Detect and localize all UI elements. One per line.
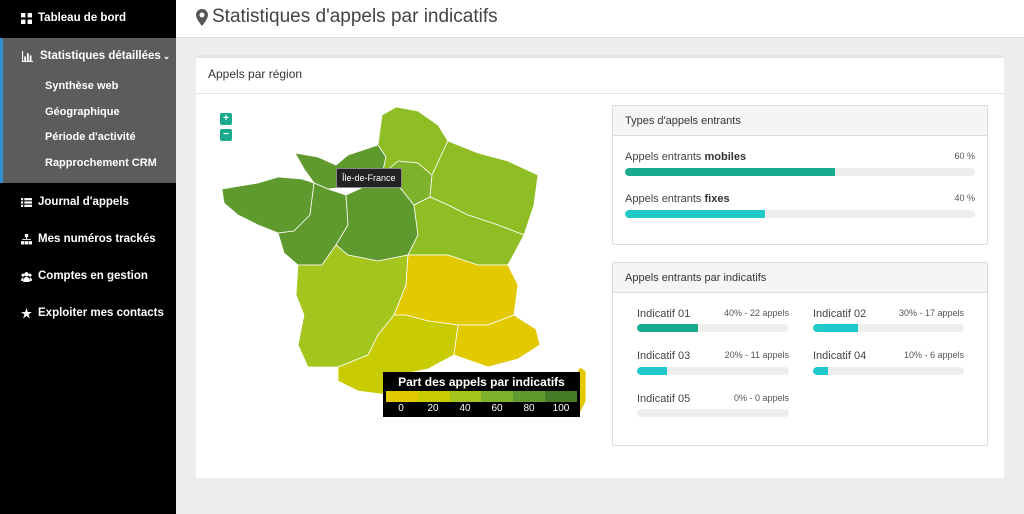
fixed-calls-bar [625,210,975,218]
panel-header: Types d'appels entrants [613,106,987,136]
map-tooltip: Île-de-France [336,168,402,188]
indicatif-02-stat: 30% - 17 appels [898,308,964,318]
indicatif-05-bar [637,409,789,417]
nav-accounts-label: Comptes en gestion [38,270,148,282]
bar-fill [813,367,829,375]
legend-swatch [481,391,514,402]
fixed-calls-percent: 40 % [954,193,975,203]
legend-tick: 60 [491,403,503,414]
nav-dashboard[interactable]: Tableau de bord [0,3,176,33]
sidebar: Tableau de bord Statistiques détaillées … [0,0,176,514]
nav-journal-label: Journal d'appels [38,196,129,208]
subitem-periode[interactable]: Période d'activité [45,131,136,143]
mobile-calls-percent: 60 % [954,151,975,161]
mobile-calls-label: Appels entrants mobiles [625,151,747,163]
bar-chart-icon [22,50,34,62]
legend-title: Part des appels par indicatifs [398,375,565,389]
indicatif-05-stat: 0% - 0 appels [733,393,789,403]
star-icon [20,307,32,319]
zoom-out-button[interactable]: − [220,129,232,141]
indicatif-05-label: Indicatif 05 [637,393,691,405]
indicatif-04-label: Indicatif 04 [813,350,867,362]
indicatif-01-stat: 40% - 22 appels [723,308,789,318]
nav-stats[interactable]: Statistiques détaillées ⌄ [3,42,176,70]
france-region-map[interactable] [218,105,588,417]
legend-color-scale [386,391,577,402]
chevron-down-icon: ⌄ [162,50,171,61]
subitem-crm[interactable]: Rapprochement CRM [45,157,157,169]
legend-tick: 0 [398,403,404,414]
subitem-geographique[interactable]: Géographique [45,106,120,118]
nav-accounts[interactable]: Comptes en gestion [0,261,176,291]
bar-fill [813,324,859,332]
legend-tick: 100 [552,403,570,414]
nav-stats-group: Statistiques détaillées ⌄ Synthèse web G… [0,38,176,183]
legend-swatch [386,391,418,402]
indicatif-01-label: Indicatif 01 [637,308,691,320]
indicatif-03-bar [637,367,789,375]
dashboard-icon [20,12,32,24]
indicatif-03-label: Indicatif 03 [637,350,691,362]
legend-tick: 20 [427,403,439,414]
users-icon [20,270,32,282]
legend-swatch [545,391,577,402]
region-paca[interactable] [453,314,541,368]
mobile-calls-bar [625,168,975,176]
indicatifs-panel-title: Appels entrants par indicatifs [625,272,767,284]
nav-numbers[interactable]: Mes numéros trackés [0,224,176,254]
nav-numbers-label: Mes numéros trackés [38,233,156,245]
types-panel-title: Types d'appels entrants [625,115,741,127]
nav-journal[interactable]: Journal d'appels [0,187,176,217]
bar-fill [637,367,668,375]
bar-fill [625,210,765,218]
legend-tick: 80 [523,403,535,414]
indicatif-04-bar [813,367,964,375]
card-title: Appels par région [208,67,303,81]
fixed-calls-label: Appels entrants fixes [625,193,730,205]
panel-header: Appels entrants par indicatifs [613,263,987,293]
page-title: Statistiques d'appels par indicatifs [212,6,498,27]
indicatif-02-bar [813,324,964,332]
legend-swatch [513,391,546,402]
indicatif-01-bar [637,324,789,332]
nav-stats-label: Statistiques détaillées [40,50,161,62]
types-panel: Types d'appels entrants Appels entrants … [612,105,988,245]
legend-swatch [449,391,482,402]
nav-dashboard-label: Tableau de bord [38,12,126,24]
map-marker-icon [196,9,208,26]
region-auvergne-rhone-alpes[interactable] [393,254,519,326]
indicatifs-panel: Appels entrants par indicatifs Indicatif… [612,262,988,446]
indicatif-03-stat: 20% - 11 appels [724,350,789,360]
map-legend: Part des appels par indicatifs 0 20 40 6… [383,372,580,417]
indicatif-04-stat: 10% - 6 appels [903,350,964,360]
zoom-in-button[interactable]: + [220,113,232,125]
nav-contacts[interactable]: Exploiter mes contacts [0,298,176,328]
divider [196,93,1004,94]
subitem-synthese-web[interactable]: Synthèse web [45,80,119,92]
bar-fill [637,324,698,332]
sitemap-icon [20,233,32,245]
legend-tick: 40 [459,403,471,414]
nav-contacts-label: Exploiter mes contacts [38,307,164,319]
list-icon [20,196,32,208]
indicatif-02-label: Indicatif 02 [813,308,867,320]
legend-swatch [417,391,450,402]
bar-fill [625,168,835,176]
page-header: Statistiques d'appels par indicatifs [176,0,1024,38]
